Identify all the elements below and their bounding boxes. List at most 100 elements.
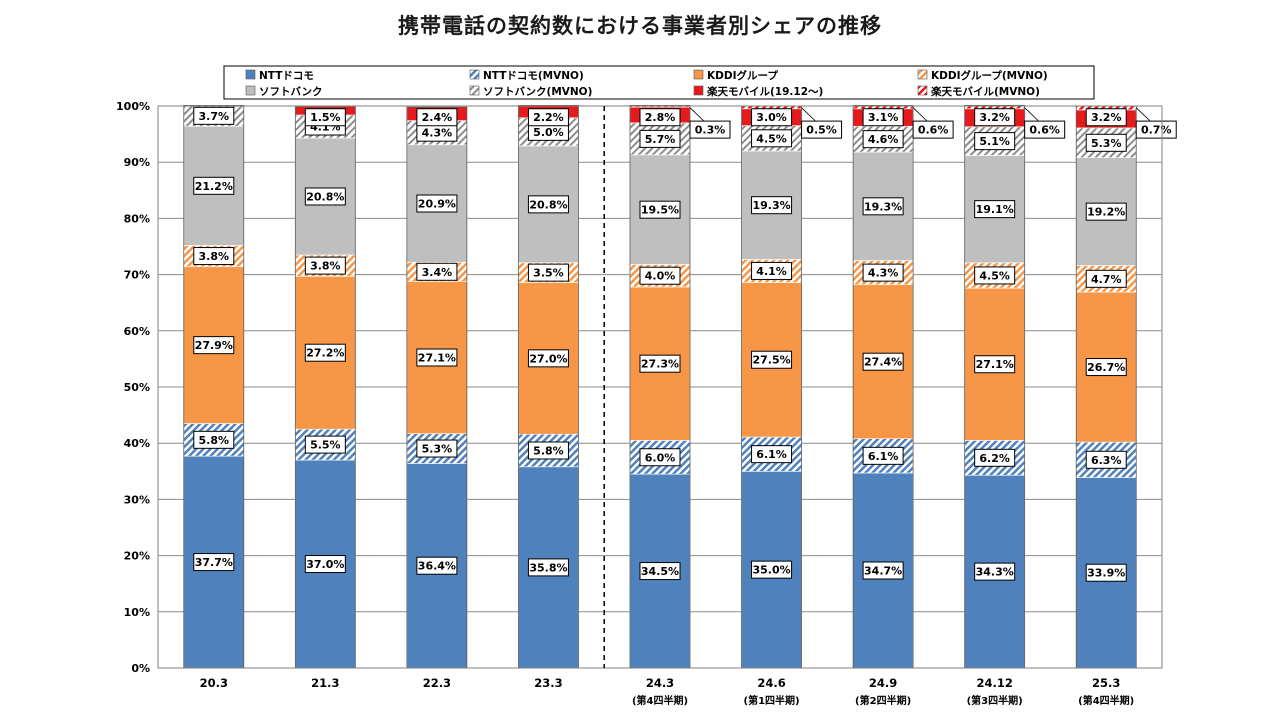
data-label-outside: 0.7%: [1135, 120, 1177, 139]
data-label: 6.1%: [862, 446, 904, 465]
data-label: 19.1%: [974, 200, 1016, 219]
data-label-box: [974, 108, 1016, 127]
data-label: 4.3%: [416, 123, 458, 142]
data-label: 5.7%: [639, 129, 681, 148]
data-label-box: [639, 266, 681, 285]
data-label-outside: 0.6%: [912, 120, 954, 139]
data-label-text: 27.2%: [306, 347, 344, 360]
data-label-text: 5.8%: [199, 434, 230, 447]
data-label-text: 4.1%: [756, 265, 787, 278]
data-label: 4.1%: [751, 261, 793, 280]
x-tick-sublabel: (第2四半期): [855, 694, 911, 707]
data-label-box: [416, 194, 458, 213]
leader-line: [1024, 107, 1039, 122]
data-label-box: [689, 120, 731, 139]
data-label: 27.0%: [527, 349, 569, 368]
data-label-box: [1085, 358, 1127, 377]
data-label-text: 27.1%: [976, 358, 1014, 371]
data-label: 4.3%: [862, 263, 904, 282]
data-label-box: [1085, 108, 1127, 127]
data-label-text: 3.0%: [756, 111, 787, 124]
data-label-text: 27.5%: [752, 354, 790, 367]
data-label-box: [639, 200, 681, 219]
data-label-text: 4.0%: [645, 270, 676, 283]
data-label-text: 19.3%: [752, 199, 790, 212]
data-label-text: 3.8%: [310, 260, 341, 273]
data-label: 4.0%: [639, 266, 681, 285]
legend-swatch: [469, 69, 480, 80]
data-label: 37.0%: [304, 555, 346, 574]
legend-item: NTTドコモ(MVNO): [469, 69, 584, 82]
y-tick-label: 30%: [124, 493, 150, 506]
data-label-text: 36.4%: [418, 560, 456, 573]
legend-swatch: [917, 85, 928, 96]
data-label-text: 27.1%: [418, 351, 456, 364]
data-label-box: [416, 348, 458, 367]
data-label-box: [751, 350, 793, 369]
data-label-box: [193, 336, 235, 355]
data-label: 6.0%: [639, 448, 681, 467]
data-label-box: [751, 108, 793, 127]
legend-label: ソフトバンク: [259, 86, 323, 98]
data-label: 19.3%: [751, 196, 793, 215]
data-label-box: [527, 349, 569, 368]
chart-title: 携帯電話の契約数における事業者別シェアの推移: [398, 14, 882, 38]
data-label-text: 19.1%: [976, 203, 1014, 216]
data-label-box: [416, 439, 458, 458]
legend-item: ソフトバンク: [245, 85, 323, 98]
data-label-text: 35.8%: [529, 561, 567, 574]
data-label-box: [1085, 563, 1127, 582]
x-tick-sublabel: (第4四半期): [1078, 694, 1134, 707]
data-label: 5.3%: [1085, 133, 1127, 152]
data-label: 27.9%: [193, 336, 235, 355]
data-label-text: 35.0%: [752, 564, 790, 577]
data-label: 2.4%: [416, 108, 458, 127]
data-label: 21.2%: [193, 176, 235, 195]
data-label-outside: 0.5%: [801, 120, 843, 139]
data-label-box: [527, 108, 569, 127]
legend-item: KDDIグループ: [693, 69, 778, 82]
data-label: 34.5%: [639, 562, 681, 581]
data-label-box: [751, 129, 793, 148]
data-label: 27.3%: [639, 354, 681, 373]
data-label-outside: 0.6%: [1024, 120, 1066, 139]
data-label: 4.7%: [1085, 269, 1127, 288]
legend-item: KDDIグループ(MVNO): [917, 69, 1048, 82]
legend-swatch: [245, 85, 256, 96]
data-label-box: [751, 445, 793, 464]
data-label-text: 6.1%: [868, 450, 899, 463]
data-label: 20.8%: [304, 187, 346, 206]
legend-item: 楽天モバイル(MVNO): [917, 85, 1040, 98]
data-label-box: [193, 106, 235, 125]
data-label-box: [304, 108, 346, 127]
data-label-text: 6.0%: [645, 451, 676, 464]
data-label: 3.2%: [1085, 108, 1127, 127]
data-label: 33.9%: [1085, 563, 1127, 582]
data-label: 4.6%: [862, 130, 904, 149]
data-label: 36.4%: [416, 556, 458, 575]
data-label: 5.3%: [416, 439, 458, 458]
data-label-text: 19.2%: [1087, 206, 1125, 219]
data-label-text: 37.0%: [306, 558, 344, 571]
x-tick-label: 25.3: [1092, 676, 1120, 690]
data-label-box: [1135, 120, 1177, 139]
data-label-text: 5.8%: [533, 445, 564, 458]
legend-swatch: [245, 69, 256, 80]
data-label-text: 2.4%: [422, 111, 453, 124]
data-label-text: 5.0%: [533, 126, 564, 139]
data-label: 3.2%: [974, 108, 1016, 127]
x-tick-sublabel: (第3四半期): [967, 694, 1023, 707]
data-label: 5.8%: [193, 430, 235, 449]
data-label-box: [639, 354, 681, 373]
data-label: 35.0%: [751, 560, 793, 579]
data-label-box: [416, 108, 458, 127]
data-label-text: 3.1%: [868, 111, 899, 124]
data-label-box: [1085, 450, 1127, 469]
y-tick-label: 100%: [116, 100, 150, 113]
data-label-box: [801, 120, 843, 139]
data-label-box: [639, 448, 681, 467]
data-label-box: [974, 200, 1016, 219]
data-label-box: [304, 343, 346, 362]
data-label: 19.5%: [639, 200, 681, 219]
